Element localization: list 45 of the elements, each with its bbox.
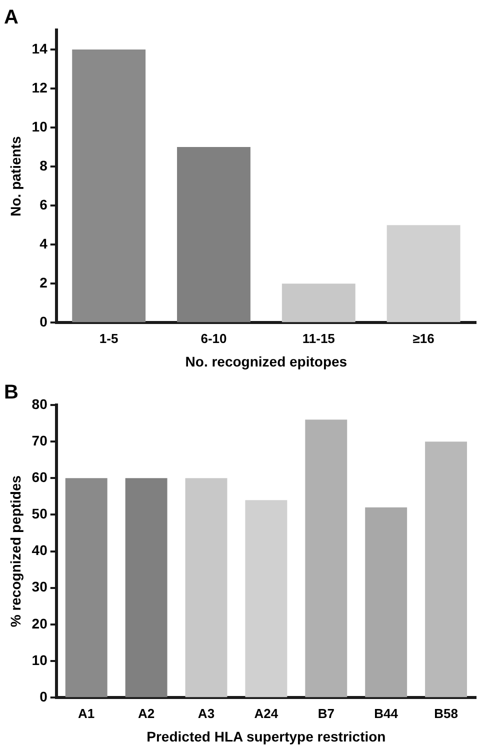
bar <box>386 225 460 322</box>
x-axis-title: No. recognized epitopes <box>185 353 348 370</box>
bar <box>282 284 356 322</box>
x-tick-label: ≥16 <box>412 330 434 346</box>
y-tick-label: 70 <box>32 432 48 448</box>
y-tick-label: 60 <box>32 469 48 486</box>
x-tick-label: 1-5 <box>99 330 118 346</box>
bar <box>72 50 146 322</box>
x-tick-label: 6-10 <box>200 330 227 346</box>
bar <box>125 478 168 698</box>
y-tick-label: 8 <box>40 157 48 174</box>
bar <box>185 478 228 698</box>
chart-title: A <box>4 6 18 29</box>
y-tick-label: 0 <box>40 313 48 330</box>
y-tick-label: 80 <box>32 396 48 412</box>
x-tick-label: 11-15 <box>302 330 335 346</box>
y-axis-title: % recognized peptides <box>7 475 24 628</box>
chart-title: B <box>4 382 18 404</box>
bar <box>365 507 408 698</box>
x-tick-label: A1 <box>78 706 95 721</box>
y-tick-label: 4 <box>40 235 48 252</box>
x-tick-label: A3 <box>198 706 215 721</box>
y-tick-label: 2 <box>40 274 48 290</box>
bar <box>245 500 288 698</box>
y-tick-label: 20 <box>32 615 48 632</box>
x-tick-label: B44 <box>374 706 399 721</box>
y-tick-label: 14 <box>32 40 48 56</box>
y-tick-label: 10 <box>32 118 48 134</box>
bar <box>425 442 468 698</box>
y-tick-label: 40 <box>32 542 48 558</box>
y-tick-label: 0 <box>40 688 48 704</box>
y-tick-label: 10 <box>32 652 48 668</box>
x-tick-label: A2 <box>138 706 155 721</box>
x-tick-label: A24 <box>254 706 279 721</box>
x-tick-label: B58 <box>434 706 458 721</box>
bar <box>177 147 250 322</box>
bar <box>65 478 108 698</box>
y-tick-label: 12 <box>32 79 48 96</box>
bar <box>305 420 348 698</box>
x-tick-label: B7 <box>318 706 334 721</box>
y-tick-label: 50 <box>32 506 48 522</box>
y-axis-title: No. patients <box>7 136 24 216</box>
y-tick-label: 6 <box>40 196 48 212</box>
x-axis-title: Predicted HLA supertype restriction <box>146 728 386 744</box>
y-tick-label: 30 <box>32 578 48 595</box>
